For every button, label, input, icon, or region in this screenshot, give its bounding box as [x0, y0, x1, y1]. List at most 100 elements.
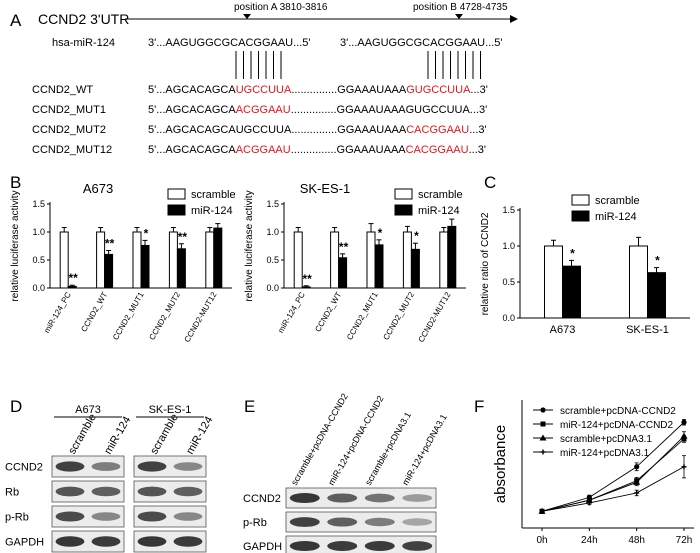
- legend-swatch: [571, 210, 590, 222]
- blot-band: [55, 461, 85, 472]
- bar: [366, 231, 376, 289]
- flank-text: GUGCCUUA: [406, 104, 471, 116]
- y-tick-label: 0.5: [32, 255, 45, 265]
- y-axis-label: relative luciferase activity: [244, 190, 255, 301]
- bar: [330, 231, 340, 289]
- blot-band: [137, 461, 167, 472]
- blot-band: [402, 518, 433, 526]
- chart-title: SK-ES-1: [300, 181, 351, 196]
- blot-band: [173, 536, 203, 547]
- x-tick-label: CCND2_MUT2: [381, 290, 416, 342]
- sequence-row: CCND2_MUT1 5'...AGCACAGCAACGGAAU.........…: [32, 104, 487, 116]
- bar: [59, 231, 69, 289]
- panel-a: A CCND2 3'UTR position A 3810-3816 posit…: [10, 2, 518, 156]
- blot-band: [137, 486, 167, 497]
- flank-text: UGCCUUA: [236, 124, 292, 136]
- blot-band: [402, 494, 433, 502]
- panel-b-letter: B: [10, 173, 21, 192]
- bar: [629, 245, 648, 319]
- y-tick-label: 1.0: [32, 227, 45, 237]
- seed-site-text: ACGGAAU: [236, 104, 291, 116]
- mirna-seq-left: 3'...AAGUGGCGCACGGAAU...5': [148, 37, 311, 49]
- bar: [104, 253, 114, 289]
- y-axis-label: relative ratio of CCND2: [480, 212, 491, 315]
- chart-c: 0.0 0.5 1.0 1.5 relative ratio of CCND2 * A673…: [480, 194, 690, 336]
- sequence-text: 5'...AGCACAGCAACGGAAU...............GGAA…: [148, 144, 486, 156]
- seed-site-text: ACGGAAU: [236, 144, 291, 156]
- blot-group-label: A673: [75, 404, 101, 416]
- legend: scramble miR-124: [571, 194, 640, 223]
- significance-label: **: [178, 230, 188, 244]
- sequence-text: 5'...AGCACAGCAUGCCUUA...............GGAA…: [148, 124, 487, 136]
- blot-band: [289, 517, 320, 527]
- sequence-row: CCND2_WT 5'...AGCACAGCAUGCCUUA...........…: [32, 84, 488, 96]
- mirna-label: hsa-miR-124: [52, 37, 115, 49]
- x-tick-label: 48h: [628, 535, 645, 546]
- significance-label: **: [69, 271, 79, 285]
- flank-text: ...3': [469, 124, 486, 136]
- x-tick-label: miR-124_PC: [276, 290, 307, 334]
- panel-e-letter: E: [244, 397, 255, 416]
- gene-title: CCND2 3'UTR: [38, 11, 129, 27]
- blot-strip: [285, 535, 437, 553]
- blot-band: [327, 541, 358, 551]
- x-tick-label: 72h: [676, 535, 693, 546]
- bar: [447, 225, 457, 289]
- blot-strip: [51, 505, 125, 528]
- legend-swatch: [394, 204, 413, 216]
- sequence-name: CCND2_WT: [32, 84, 93, 96]
- base-pair-lines: [235, 51, 481, 79]
- x-tick-label: CCND2-MUT12: [183, 290, 219, 344]
- significance-label: *: [570, 246, 575, 260]
- legend-label: miR-124: [191, 205, 233, 217]
- blot-lane-label: miR-124: [102, 414, 133, 456]
- blot-row-label: p-Rb: [243, 517, 267, 529]
- bar: [338, 257, 348, 289]
- blot-strip: [133, 480, 207, 503]
- blot-band: [55, 536, 85, 547]
- legend-marker: [540, 421, 546, 427]
- legend-marker: [539, 434, 547, 441]
- flank-text: ...............GGAAAUAAA: [291, 124, 407, 136]
- bar: [562, 265, 581, 319]
- blot-lane-label: miR-124: [184, 414, 215, 456]
- blot-e: scramble+pcDNA-CCND2miR-124+pcDNA-CCND2s…: [243, 392, 449, 553]
- y-tick-label: 0.0: [266, 283, 279, 293]
- blot-band: [91, 512, 121, 521]
- x-tick-label: CCND2_MUT1: [111, 290, 146, 342]
- blot-band: [402, 541, 433, 551]
- blot-group-label: SK-ES-1: [149, 404, 192, 416]
- chart-b-a673: 0.0 0.5 1.0 1.5 relative luciferase activity…: [10, 181, 236, 344]
- legend: scramble miR-124: [167, 188, 236, 217]
- blot-band: [327, 517, 358, 527]
- sequence-text: 5'...AGCACAGCAACGGAAU...............GGAA…: [148, 104, 487, 116]
- legend-marker: [540, 407, 546, 413]
- blot-band: [364, 517, 395, 527]
- flank-text: 5'...AGCACAGCA: [148, 84, 236, 96]
- legend-label: scramble: [191, 189, 236, 201]
- flank-text: ...............GGAAAUAAA: [291, 84, 407, 96]
- x-tick-label: CCND2_WT: [313, 290, 343, 333]
- bar: [213, 227, 223, 289]
- blot-band: [289, 540, 320, 552]
- flank-text: ...............GGAAAUAAA: [291, 144, 407, 156]
- legend-label: scramble: [595, 195, 640, 207]
- legend-swatch: [167, 204, 186, 216]
- blot-band: [91, 486, 121, 497]
- data-point: [680, 432, 688, 439]
- blot-row-label: Rb: [5, 487, 19, 499]
- significance-label: *: [378, 226, 383, 240]
- x-tick-label: CCND2_MUT2: [147, 290, 182, 342]
- blot-band: [173, 462, 203, 471]
- panel-a-letter: A: [10, 11, 22, 30]
- blot-strip: [51, 455, 125, 478]
- legend-swatch: [167, 188, 186, 200]
- legend-swatch: [571, 194, 590, 206]
- position-b-label: position B 4728-4735: [413, 2, 508, 13]
- chart-b-skes1: 0.0 0.5 1.0 1.5 relative luciferase activity…: [244, 181, 466, 344]
- legend-swatch: [394, 188, 413, 200]
- sequence-rows: CCND2_WT 5'...AGCACAGCAUGCCUUA...........…: [32, 84, 488, 156]
- y-axis-label: relative luciferase activity: [10, 190, 21, 301]
